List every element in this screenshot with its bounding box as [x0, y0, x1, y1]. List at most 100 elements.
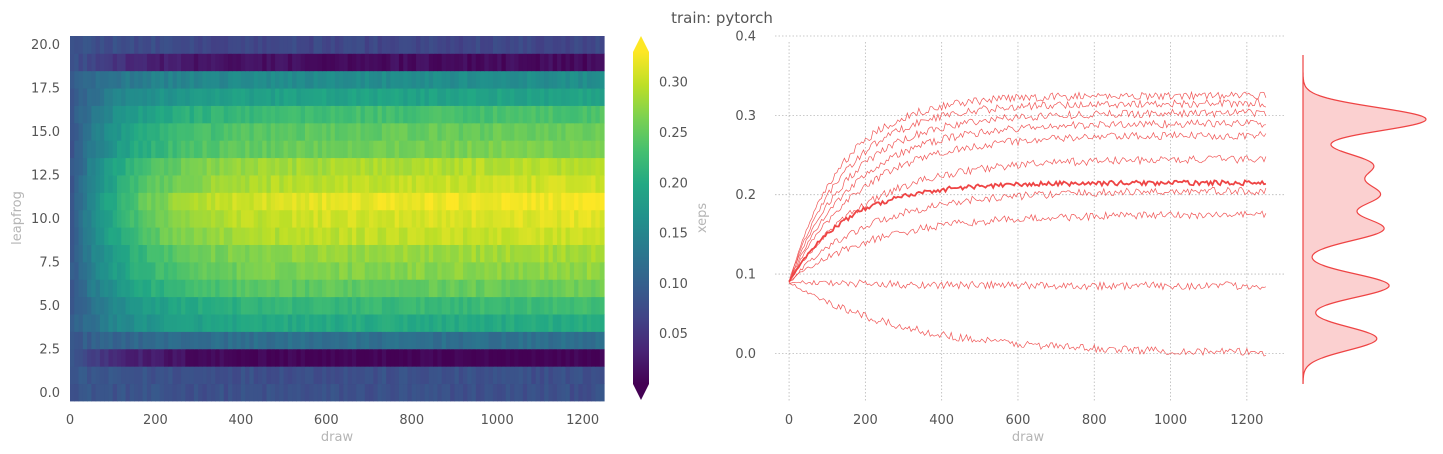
- heatmap-cell: [155, 261, 161, 280]
- heatmap-cell: [193, 244, 199, 263]
- heatmap-cell: [155, 331, 161, 350]
- heatmap-cell: [505, 175, 511, 193]
- heatmap-cell: [373, 227, 379, 245]
- colorbar: 0.050.100.150.200.250.30 xeps: [633, 36, 710, 400]
- heatmap-cell: [458, 53, 464, 72]
- heatmap-cell: [548, 192, 554, 211]
- heatmap-cell: [116, 105, 122, 124]
- heatmap-cell: [497, 157, 503, 176]
- heatmap-cell: [104, 244, 110, 263]
- heatmap-cell: [279, 279, 285, 298]
- heatmap-cell: [356, 296, 362, 315]
- heatmap-cell: [599, 175, 605, 193]
- heatmap-cell: [266, 36, 272, 54]
- heatmap-cell: [287, 296, 293, 315]
- heatmap-cell: [330, 53, 336, 72]
- heatmap-cell: [360, 175, 366, 193]
- heatmap-cell: [189, 140, 195, 159]
- heatmap-cell: [471, 157, 477, 176]
- heatmap-cell: [104, 348, 110, 367]
- heatmap-cell: [74, 296, 80, 315]
- heatmap-cell: [78, 261, 84, 280]
- heatmap-cell: [364, 296, 370, 315]
- heatmap-cell: [223, 70, 229, 89]
- heatmap-cell: [245, 348, 251, 367]
- heatmap-cell: [373, 296, 379, 315]
- heatmap-cell: [300, 175, 306, 193]
- heatmap-cell: [146, 261, 152, 280]
- heatmap-cell: [497, 122, 503, 141]
- heatmap-cell: [484, 261, 490, 280]
- heatmap-cell: [373, 140, 379, 159]
- heatmap-cell: [129, 261, 135, 280]
- heatmap-cell: [108, 314, 114, 332]
- heatmap-cell: [121, 192, 127, 211]
- heatmap-cell: [296, 70, 302, 89]
- heatmap-cell: [104, 331, 110, 350]
- heatmap-cell: [253, 105, 259, 124]
- heatmap-cell: [433, 383, 438, 402]
- heatmap-cell: [471, 331, 477, 350]
- heatmap-cell: [125, 88, 131, 106]
- heatmap-cell: [266, 279, 272, 298]
- heatmap-cell: [296, 88, 302, 106]
- heatmap-cell: [591, 175, 597, 193]
- heatmap-cell: [484, 157, 490, 176]
- heatmap-cell: [574, 366, 579, 385]
- heatmap-cell: [279, 348, 285, 367]
- heatmap-cell: [351, 383, 357, 402]
- heatmap-cell: [527, 53, 532, 72]
- heatmap-cell: [253, 244, 259, 263]
- heatmap-cell: [394, 70, 400, 89]
- heatmap-cell: [146, 122, 152, 141]
- heatmap-cell: [356, 36, 362, 54]
- heatmap-cell: [249, 122, 255, 141]
- figure-title: train: pytorch: [671, 9, 773, 27]
- heatmap-cell: [339, 70, 345, 89]
- heatmap-cell: [240, 157, 246, 176]
- heatmap-cell: [407, 192, 413, 211]
- heatmap-cell: [578, 105, 584, 124]
- heatmap-cell: [198, 314, 204, 332]
- heatmap-cell: [74, 122, 80, 141]
- heatmap-cell: [356, 227, 362, 245]
- heatmap-cell: [377, 279, 383, 298]
- heatmap-cell: [99, 70, 105, 89]
- heatmap-cell: [416, 279, 421, 298]
- heatmap-cell: [403, 140, 409, 159]
- heatmap-cell: [351, 348, 357, 367]
- heatmap-cell: [138, 140, 144, 159]
- heatmap-cell: [514, 366, 520, 385]
- colorbar-tick-label: 0.25: [659, 126, 688, 141]
- heatmap-cell: [548, 157, 554, 176]
- heatmap-cell: [296, 348, 302, 367]
- heatmap-cell: [364, 122, 370, 141]
- heatmap-x-tick-label: 800: [399, 413, 424, 428]
- heatmap-cell: [578, 36, 584, 54]
- heatmap-cell: [578, 366, 584, 385]
- heatmap-cell: [586, 227, 592, 245]
- heatmap-cell: [163, 53, 169, 72]
- heatmap-cell: [219, 244, 225, 263]
- heatmap-cell: [510, 383, 515, 402]
- heatmap-cell: [347, 261, 353, 280]
- heatmap-cell: [535, 227, 541, 245]
- heatmap-cell: [262, 209, 268, 228]
- heatmap-cell: [275, 314, 280, 332]
- heatmap-cell: [582, 140, 588, 159]
- heatmap-cell: [172, 279, 178, 298]
- heatmap-cell: [112, 88, 118, 106]
- heatmap-cell: [569, 227, 575, 245]
- density-panel: [1302, 55, 1427, 385]
- heatmap-cell: [569, 53, 575, 72]
- heatmap-cell: [420, 122, 426, 141]
- heatmap-cell: [595, 296, 601, 315]
- heatmap-cell: [488, 366, 494, 385]
- heatmap-cell: [403, 314, 409, 332]
- heatmap-cell: [356, 383, 362, 402]
- heatmap-cell: [215, 227, 221, 245]
- heatmap-cell: [420, 157, 426, 176]
- heatmap-cell: [317, 140, 323, 159]
- heatmap-cell: [287, 70, 293, 89]
- heatmap-cell: [176, 244, 182, 263]
